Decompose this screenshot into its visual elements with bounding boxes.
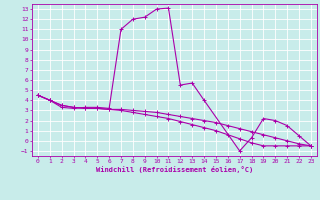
X-axis label: Windchill (Refroidissement éolien,°C): Windchill (Refroidissement éolien,°C) [96,166,253,173]
